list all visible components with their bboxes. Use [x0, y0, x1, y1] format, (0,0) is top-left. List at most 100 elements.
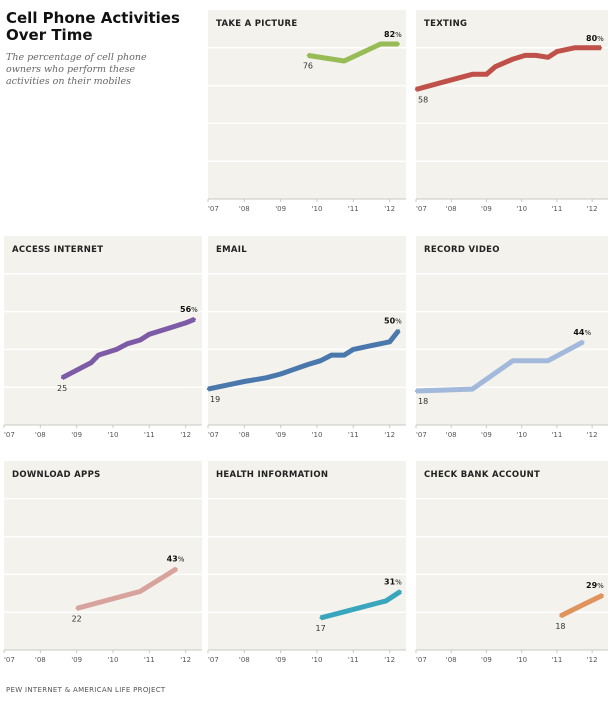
- data-point: [264, 376, 268, 379]
- panel-email: '07 '08 '09 '10 '11 '12 EMAIL 19 50%: [206, 236, 406, 441]
- x-tick-label: '12: [384, 656, 395, 664]
- x-tick-label: '10: [312, 431, 323, 439]
- x-tick-label: '09: [71, 431, 82, 439]
- x-tick-label: '12: [587, 205, 598, 213]
- plot-background: [208, 10, 406, 199]
- x-tick-label: '07: [416, 656, 427, 664]
- main-title: Cell Phone Activities Over Time: [6, 9, 180, 44]
- panel-access-internet: '07 '08 '09 '10 '11 '12 ACCESS INTERNET 25 56%: [3, 236, 202, 441]
- data-point: [352, 348, 355, 351]
- data-point: [306, 54, 310, 57]
- panel-title: TEXTING: [424, 19, 467, 29]
- x-tick-label: '12: [587, 656, 598, 664]
- plot-background: [416, 461, 608, 650]
- data-point: [582, 340, 585, 344]
- data-point: [319, 616, 322, 620]
- data-point: [330, 353, 333, 357]
- data-point: [97, 353, 100, 357]
- x-tick-label: '09: [481, 205, 492, 213]
- data-point: [343, 59, 346, 63]
- end-value-label: 29%: [586, 581, 604, 590]
- x-tick-label: '09: [275, 431, 286, 439]
- x-tick-label: '09: [275, 656, 286, 664]
- start-value-label: 25: [57, 384, 67, 393]
- data-point: [175, 567, 178, 570]
- end-value-label: 80%: [586, 34, 604, 43]
- x-tick-label: '11: [144, 431, 155, 439]
- x-tick-label: '08: [446, 205, 457, 213]
- x-tick-label: '10: [312, 656, 323, 664]
- data-point: [573, 46, 576, 49]
- plot-background: [416, 10, 608, 199]
- data-point: [319, 359, 322, 362]
- data-point: [397, 42, 400, 46]
- x-tick-label: '07: [416, 431, 427, 439]
- data-point: [471, 73, 474, 76]
- x-tick-label: '07: [4, 656, 15, 664]
- end-value-label: 43%: [167, 555, 185, 564]
- source-footer: PEW INTERNET & AMERICAN LIFE PROJECT: [6, 686, 166, 694]
- x-tick-label: '11: [348, 656, 359, 664]
- panel-take-a-picture: '07 '08 '09 '10 '11 '12 TAKE A PICTURE 76 82%: [207, 10, 406, 215]
- data-point: [379, 42, 382, 46]
- x-tick-label: '09: [481, 656, 492, 664]
- chart-heading: Cell Phone Activities Over Time The perc…: [6, 10, 196, 88]
- data-point: [139, 338, 142, 342]
- start-value-label: 19: [210, 395, 220, 404]
- data-point: [193, 317, 196, 321]
- panel-title: CHECK BANK ACCOUNT: [424, 470, 540, 480]
- x-tick-label: '08: [35, 656, 46, 664]
- start-value-label: 58: [418, 95, 428, 104]
- start-value-label: 18: [418, 397, 428, 406]
- panel-title: EMAIL: [216, 245, 247, 255]
- x-tick-label: '10: [516, 205, 527, 213]
- data-point: [384, 599, 388, 603]
- data-point: [75, 368, 78, 372]
- plot-background: [416, 236, 608, 425]
- data-point: [89, 361, 93, 364]
- data-point: [599, 46, 603, 49]
- data-point: [601, 593, 604, 597]
- data-point: [494, 65, 497, 68]
- data-point: [397, 329, 400, 332]
- data-point: [471, 387, 474, 391]
- x-tick-label: '08: [446, 656, 457, 664]
- start-value-label: 18: [555, 622, 565, 631]
- end-value-label: 56%: [180, 305, 198, 314]
- x-tick-label: '07: [208, 205, 219, 213]
- end-value-label: 31%: [384, 577, 402, 586]
- x-tick-label: '11: [551, 431, 562, 439]
- data-point: [306, 363, 310, 366]
- x-tick-label: '09: [71, 656, 82, 664]
- x-tick-label: '11: [348, 431, 359, 439]
- panel-title: DOWNLOAD APPS: [12, 470, 101, 480]
- x-tick-label: '07: [208, 656, 219, 664]
- data-point: [524, 54, 527, 57]
- data-point: [126, 342, 129, 345]
- x-tick-label: '11: [551, 205, 562, 213]
- data-point: [450, 78, 453, 82]
- plot-background: [208, 236, 406, 425]
- panel-title: RECORD VIDEO: [424, 245, 500, 255]
- data-point: [148, 333, 151, 336]
- data-point: [290, 368, 293, 372]
- data-point: [590, 46, 594, 49]
- data-point: [546, 56, 550, 59]
- data-point: [343, 353, 346, 357]
- end-value-label: 44%: [573, 328, 591, 337]
- x-tick-label: '08: [35, 431, 46, 439]
- data-point: [555, 50, 559, 53]
- data-point: [388, 340, 391, 344]
- x-tick-label: '09: [481, 431, 492, 439]
- panel-title: TAKE A PICTURE: [216, 19, 298, 29]
- panel-title: HEALTH INFORMATION: [216, 470, 328, 480]
- x-tick-label: '12: [180, 431, 191, 439]
- panel-texting: '07 '08 '09 '10 '11 '12 TEXTING 58 80%: [414, 10, 608, 215]
- series-line: [307, 41, 399, 64]
- data-point: [206, 387, 210, 391]
- data-point: [115, 348, 118, 351]
- x-tick-label: '11: [348, 205, 359, 213]
- x-tick-label: '11: [551, 656, 562, 664]
- panel-health-information: '07 '08 '09 '10 '11 '12 HEALTH INFORMATION 17 31…: [207, 461, 406, 666]
- plot-background: [4, 461, 202, 650]
